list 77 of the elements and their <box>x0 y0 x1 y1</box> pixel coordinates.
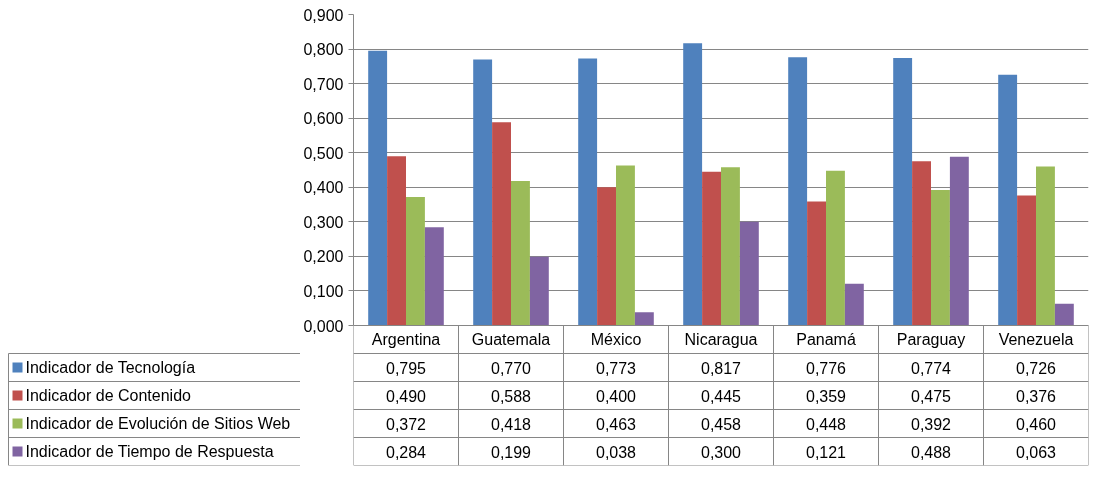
data-label: 0,817 <box>700 359 742 377</box>
data-label: 0,475 <box>910 387 952 405</box>
data-label: 0,588 <box>490 387 532 405</box>
data-label: 0,445 <box>700 387 742 405</box>
data-label: 0,448 <box>805 415 847 433</box>
data-label: 0,199 <box>490 443 532 461</box>
data-label: 0,490 <box>385 387 427 405</box>
bar <box>788 57 808 326</box>
bar <box>949 156 969 326</box>
data-label: 0,776 <box>805 359 847 377</box>
y-tick-label: 0,700 <box>303 75 344 93</box>
y-tick-label: 0,400 <box>303 179 344 197</box>
legend-label: Indicador de Evolución de Sitios Web <box>25 415 291 432</box>
y-tick-label: 0,800 <box>303 41 344 59</box>
data-label: 0,773 <box>595 359 637 377</box>
x-tick-label: Paraguay <box>896 331 966 348</box>
bar <box>912 161 931 326</box>
data-label: 0,300 <box>700 443 742 461</box>
legend-label: Indicador de Contenido <box>25 387 192 404</box>
data-label: 0,121 <box>805 443 847 461</box>
y-tick-label: 0,200 <box>303 248 344 266</box>
bar <box>931 190 950 326</box>
legend-label: Indicador de Tiempo de Respuesta <box>25 443 274 460</box>
data-label: 0,038 <box>595 443 637 461</box>
y-tick-label: 0,600 <box>303 110 344 128</box>
x-tick-label: Argentina <box>371 331 441 348</box>
bar <box>511 181 530 326</box>
x-tick-label: Venezuela <box>998 331 1074 348</box>
data-label: 0,463 <box>595 415 637 433</box>
x-tick-label: Panamá <box>796 331 856 348</box>
bar <box>721 167 740 326</box>
y-tick-label: 0,500 <box>303 144 344 162</box>
data-label: 0,392 <box>910 415 952 433</box>
y-tick-label: 0,000 <box>303 317 344 335</box>
data-label: 0,774 <box>910 359 952 377</box>
bar <box>826 170 845 326</box>
data-label: 0,488 <box>910 443 952 461</box>
bar <box>634 312 654 326</box>
bar <box>368 50 388 326</box>
bar <box>998 74 1018 326</box>
y-tick-label: 0,100 <box>303 282 344 300</box>
bar <box>387 156 406 326</box>
bar <box>1017 195 1036 326</box>
bar <box>597 187 616 326</box>
data-label: 0,726 <box>1015 359 1057 377</box>
bar <box>473 59 493 326</box>
y-tick-label: 0,900 <box>303 6 344 24</box>
x-tick-label: Nicaragua <box>684 331 758 348</box>
data-label: 0,063 <box>1015 443 1057 461</box>
bar <box>702 171 721 326</box>
y-tick-label: 0,300 <box>303 213 344 231</box>
data-label: 0,284 <box>385 443 427 461</box>
bar <box>1054 303 1074 326</box>
bar <box>578 58 598 326</box>
data-label: 0,770 <box>490 359 532 377</box>
bar <box>492 122 511 326</box>
data-label: 0,795 <box>385 359 427 377</box>
bar <box>406 196 425 326</box>
data-label: 0,359 <box>805 387 847 405</box>
data-label: 0,372 <box>385 415 427 433</box>
x-tick-label: Guatemala <box>471 331 551 348</box>
bar <box>616 165 635 326</box>
bar <box>424 227 444 326</box>
bar <box>1036 166 1055 326</box>
bar <box>807 201 826 326</box>
bar <box>739 221 759 326</box>
bar <box>683 43 703 326</box>
data-label: 0,376 <box>1015 387 1057 405</box>
legend-label: Indicador de Tecnología <box>25 359 196 376</box>
bar <box>844 283 864 326</box>
data-label: 0,400 <box>595 387 637 405</box>
bar <box>893 58 913 326</box>
x-tick-label: México <box>590 331 642 348</box>
data-label: 0,460 <box>1015 415 1057 433</box>
bar <box>529 256 549 326</box>
data-label: 0,418 <box>490 415 532 433</box>
data-label: 0,458 <box>700 415 742 433</box>
